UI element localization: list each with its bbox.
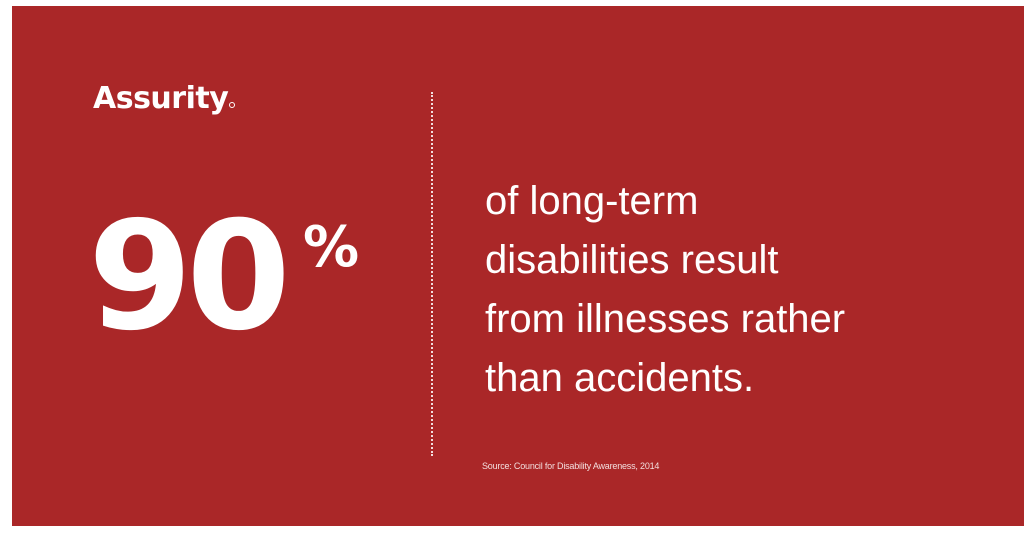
assurity-logo: Assurity [93,81,236,116]
statistic-statement: of long-term disabilities result from il… [485,172,1005,408]
percent-sign: % [303,215,360,280]
statement-line: from illnesses rather [485,297,846,341]
infographic-card: Assurity 90 % of long-term disabilities … [12,6,1024,526]
dotted-divider [431,92,433,456]
registered-mark-icon [229,102,236,108]
statistic-number: 90 [88,190,291,364]
source-citation: Source: Council for Disability Awareness… [482,461,660,471]
logo-text: Assurity [93,81,229,116]
statement-line: disabilities result [485,238,779,282]
statement-line: of long-term [485,179,699,223]
statement-line: than accidents. [485,356,755,400]
